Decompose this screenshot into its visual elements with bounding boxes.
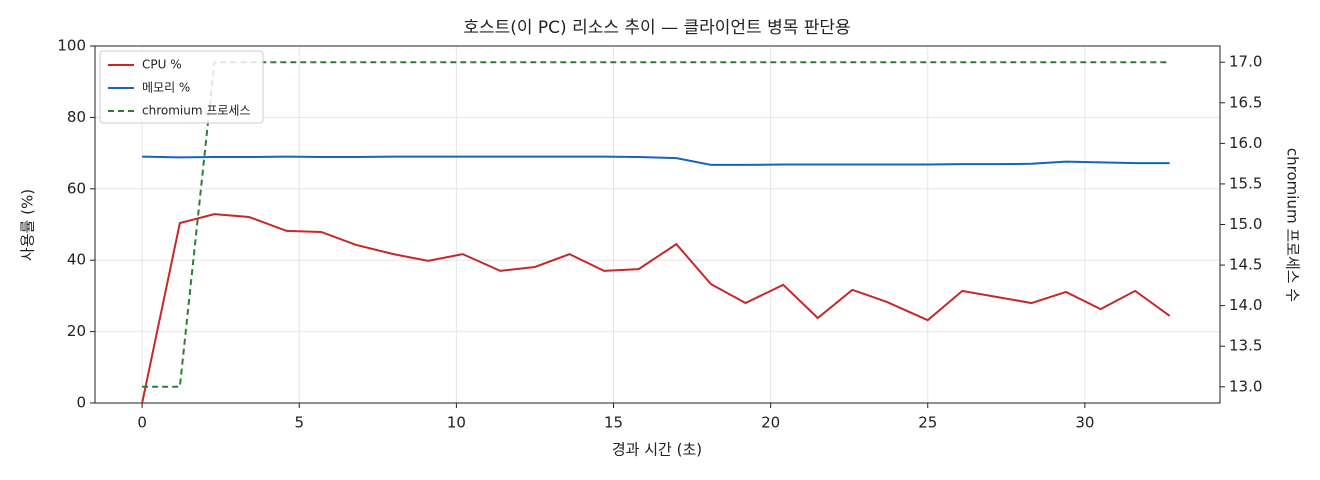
y-axis-label: 사용률 (%) xyxy=(19,189,37,261)
legend-box xyxy=(99,50,264,124)
x-axis-label: 경과 시간 (초) xyxy=(612,441,702,459)
y2-tick-label: 13.0 xyxy=(1229,377,1262,395)
y-tick-label: 0 xyxy=(76,394,86,412)
y-tick-label: 100 xyxy=(57,37,86,55)
y2-tick-label: 15.5 xyxy=(1229,174,1262,192)
y-tick-label: 80 xyxy=(67,108,86,126)
y2-tick-label: 16.5 xyxy=(1229,93,1262,111)
plot-frame xyxy=(94,45,1221,404)
y2-tick-label: 14.0 xyxy=(1229,296,1262,314)
x-tick-label: 5 xyxy=(294,414,304,432)
legend-label: CPU % xyxy=(142,58,182,72)
series-line xyxy=(142,61,1170,388)
x-tick-label: 15 xyxy=(604,414,623,432)
y2-tick-label: 16.0 xyxy=(1229,134,1262,152)
y2-tick-label: 13.5 xyxy=(1229,337,1262,355)
y2-tick-label: 14.5 xyxy=(1229,256,1262,274)
y-tick-label: 20 xyxy=(67,322,86,340)
y2-axis-label: chromium 프로세스 수 xyxy=(1284,148,1302,302)
y2-tick-label: 15.0 xyxy=(1229,215,1262,233)
x-tick-label: 20 xyxy=(761,414,780,432)
chart-title: 호스트(이 PC) 리소스 추이 — 클라이언트 병목 판단용 xyxy=(463,18,850,38)
series-line xyxy=(142,155,1170,166)
x-tick-label: 0 xyxy=(137,414,147,432)
x-tick-label: 10 xyxy=(447,414,466,432)
y-tick-label: 60 xyxy=(67,179,86,197)
x-tick-label: 30 xyxy=(1075,414,1094,432)
legend-label: 메모리 % xyxy=(142,81,190,95)
legend-label: chromium 프로세스 xyxy=(142,104,251,118)
y2-tick-label: 17.0 xyxy=(1229,53,1262,71)
series-line xyxy=(141,213,1171,404)
y-tick-label: 40 xyxy=(67,251,86,269)
x-tick-label: 25 xyxy=(918,414,937,432)
